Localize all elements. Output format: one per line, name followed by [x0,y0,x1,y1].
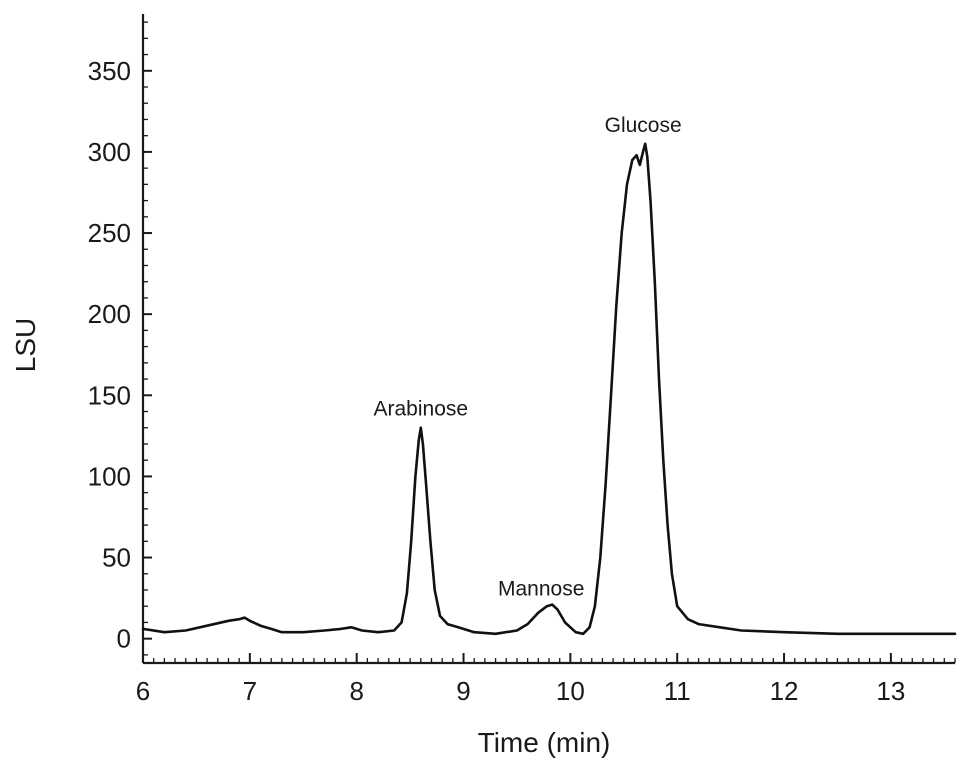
y-tick-label: 200 [88,299,131,329]
y-axis-title: LSU [10,318,41,372]
x-tick-label: 13 [876,676,905,706]
y-tick-label: 350 [88,56,131,86]
y-tick-label: 100 [88,461,131,491]
x-tick-label: 11 [664,676,691,706]
x-tick-label: 12 [770,676,799,706]
y-tick-label: 50 [102,543,131,573]
y-tick-label: 250 [88,218,131,248]
axes [141,14,955,665]
y-axis-ticks: 0 50 100 150 200 250 300 350 [88,21,152,656]
x-tick-label: 10 [556,676,585,706]
peak-labels: Arabinose Mannose Glucose [374,114,682,601]
x-tick-label: 8 [349,676,363,706]
peak-label-glucose: Glucose [605,114,682,137]
y-tick-label: 0 [117,624,131,654]
series-layer [141,142,957,636]
y-tick-label: 150 [88,380,131,410]
x-tick-label: 9 [456,676,470,706]
x-tick-label: 7 [243,676,257,706]
peak-label-arabinose: Arabinose [374,398,469,421]
x-tick-label: 6 [136,676,150,706]
peak-label-mannose: Mannose [498,578,584,601]
y-tick-label: 300 [88,137,131,167]
x-axis-ticks: 6 7 8 9 10 11 12 13 [136,653,956,706]
x-axis-title: Time (min) [478,727,611,758]
chromatogram-trace [141,142,957,636]
